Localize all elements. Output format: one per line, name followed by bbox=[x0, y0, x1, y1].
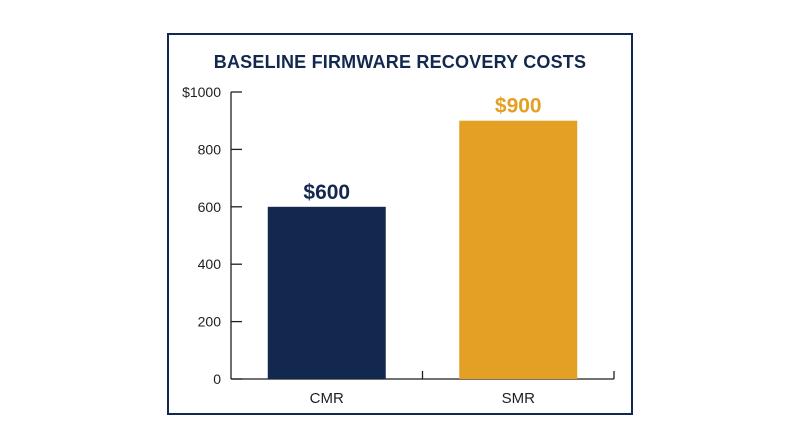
y-tick-label: $1000 bbox=[182, 84, 221, 100]
y-tick-label: 600 bbox=[198, 199, 222, 215]
bar-cmr bbox=[267, 206, 386, 379]
y-tick-label: 400 bbox=[198, 256, 222, 272]
y-tick-label: 0 bbox=[213, 371, 221, 387]
y-tick-label: 800 bbox=[198, 141, 222, 157]
bar-smr bbox=[459, 120, 578, 379]
x-tick-label-cmr: CMR bbox=[310, 390, 344, 407]
data-label-smr: $900 bbox=[495, 95, 542, 118]
data-label-cmr: $600 bbox=[303, 181, 350, 204]
chart-title: BASELINE FIRMWARE RECOVERY COSTS bbox=[213, 52, 587, 72]
y-tick-label: 200 bbox=[198, 314, 222, 330]
x-tick-label-smr: SMR bbox=[502, 390, 536, 407]
